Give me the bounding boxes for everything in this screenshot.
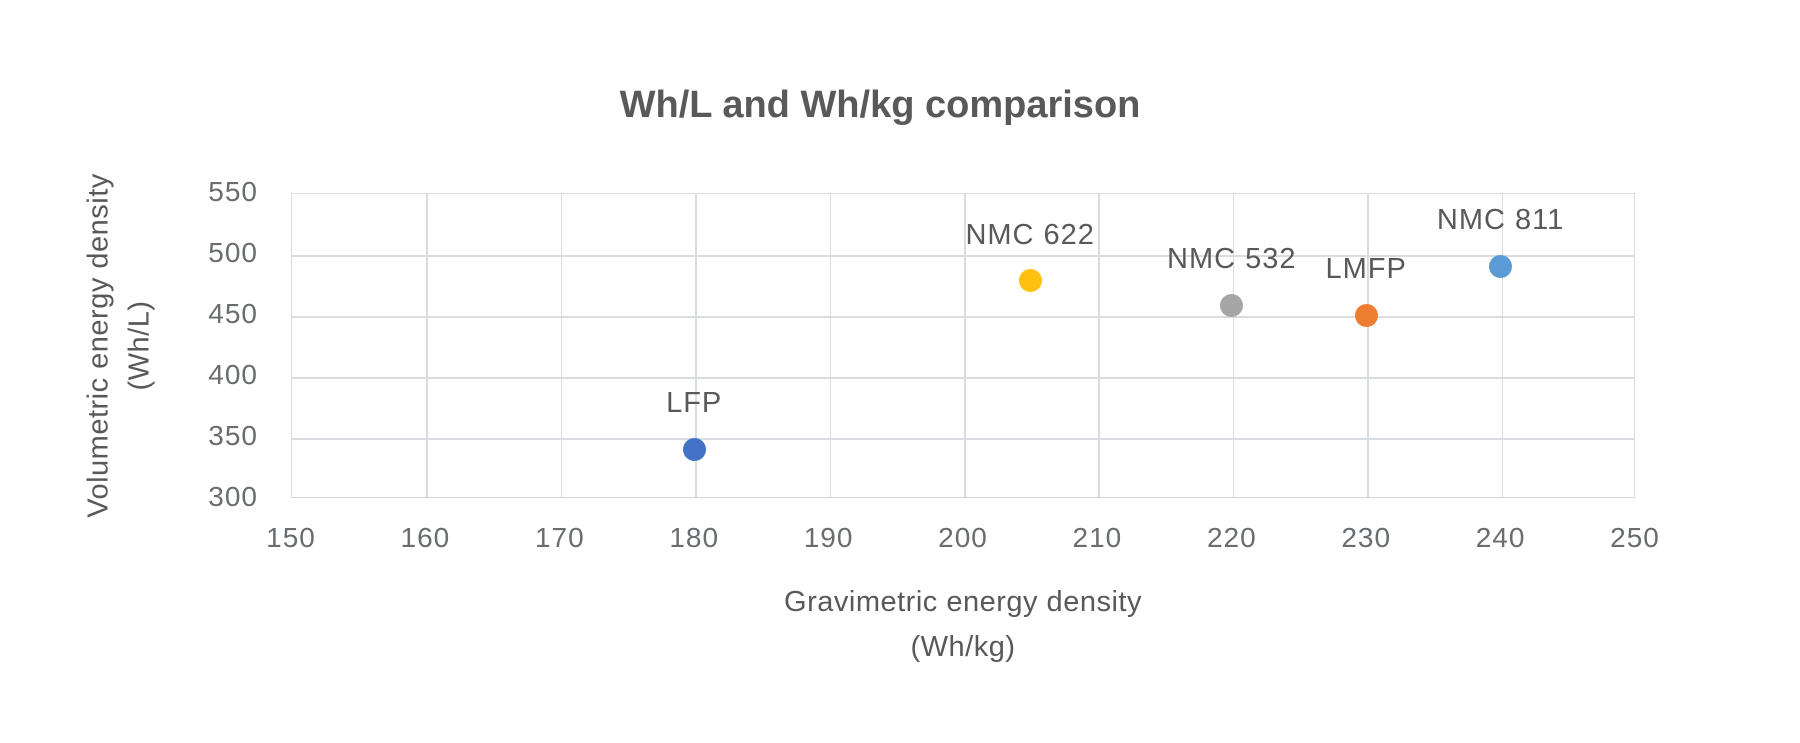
chart-title: Wh/L and Wh/kg comparison bbox=[619, 84, 1141, 126]
gridline-vertical-180 bbox=[695, 194, 697, 497]
y-tick-label-300: 300 bbox=[208, 481, 258, 512]
data-label-nmc-811: NMC 811 bbox=[1436, 204, 1565, 237]
gridline-vertical-170 bbox=[560, 194, 563, 497]
x-tick-label-250: 250 bbox=[1610, 522, 1660, 553]
data-point-lfp bbox=[682, 437, 706, 461]
x-tick-label-240: 240 bbox=[1475, 522, 1526, 553]
y-tick-label-500: 500 bbox=[208, 237, 258, 268]
x-tick-label-180: 180 bbox=[669, 522, 720, 553]
y-tick-label-350: 350 bbox=[208, 420, 258, 451]
gridline-horizontal-350 bbox=[292, 438, 1634, 440]
x-tick-label-190: 190 bbox=[803, 522, 854, 553]
gridline-vertical-220 bbox=[1232, 194, 1235, 497]
data-label-nmc-622: NMC 622 bbox=[965, 218, 1095, 251]
data-point-nmc-811 bbox=[1489, 254, 1513, 278]
y-axis-title: Volumetric energy density bbox=[82, 173, 115, 518]
x-axis-title-unit: (Wh/kg) bbox=[910, 631, 1016, 663]
x-tick-label-160: 160 bbox=[400, 522, 451, 553]
gridline-vertical-210 bbox=[1098, 194, 1100, 497]
x-tick-label-230: 230 bbox=[1341, 522, 1392, 553]
gridline-horizontal-400 bbox=[292, 377, 1634, 379]
x-tick-label-200: 200 bbox=[938, 522, 988, 553]
gridline-vertical-160 bbox=[426, 194, 428, 497]
y-tick-label-550: 550 bbox=[208, 176, 258, 207]
data-label-lmfp: LMFP bbox=[1325, 253, 1407, 285]
data-point-lmfp bbox=[1354, 303, 1378, 327]
x-tick-label-210: 210 bbox=[1072, 522, 1123, 553]
gridline-horizontal-450 bbox=[292, 316, 1634, 318]
data-point-nmc-622 bbox=[1018, 269, 1042, 293]
plot-area bbox=[291, 193, 1635, 498]
gridline-vertical-230 bbox=[1367, 194, 1369, 497]
gridline-vertical-240 bbox=[1501, 194, 1504, 497]
data-label-lfp: LFP bbox=[666, 387, 723, 420]
gridline-vertical-190 bbox=[829, 194, 832, 497]
y-axis-title-unit: (Wh/L) bbox=[123, 300, 156, 391]
data-label-nmc-532: NMC 532 bbox=[1167, 243, 1297, 276]
gridline-horizontal-500 bbox=[292, 255, 1634, 257]
x-axis-title: Gravimetric energy density bbox=[784, 586, 1142, 618]
data-point-nmc-532 bbox=[1220, 293, 1244, 317]
gridline-vertical-200 bbox=[964, 194, 966, 497]
y-tick-label-400: 400 bbox=[208, 359, 258, 390]
x-tick-label-220: 220 bbox=[1206, 522, 1257, 553]
y-tick-label-450: 450 bbox=[208, 298, 258, 329]
x-tick-label-150: 150 bbox=[266, 522, 316, 553]
x-tick-label-170: 170 bbox=[534, 522, 585, 553]
